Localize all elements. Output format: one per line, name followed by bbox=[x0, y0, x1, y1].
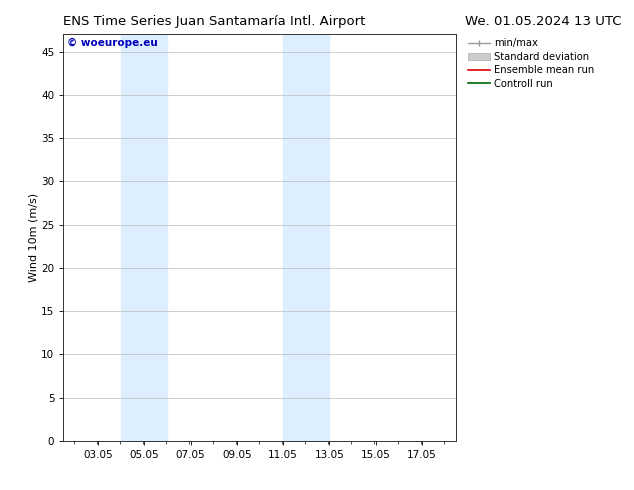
Text: ENS Time Series Juan Santamaría Intl. Airport: ENS Time Series Juan Santamaría Intl. Ai… bbox=[63, 15, 366, 28]
Y-axis label: Wind 10m (m/s): Wind 10m (m/s) bbox=[29, 193, 38, 282]
Legend: min/max, Standard deviation, Ensemble mean run, Controll run: min/max, Standard deviation, Ensemble me… bbox=[464, 34, 598, 93]
Bar bbox=[121, 34, 167, 441]
Text: © woeurope.eu: © woeurope.eu bbox=[67, 38, 158, 49]
Bar bbox=[283, 34, 329, 441]
Text: We. 01.05.2024 13 UTC: We. 01.05.2024 13 UTC bbox=[465, 15, 621, 28]
